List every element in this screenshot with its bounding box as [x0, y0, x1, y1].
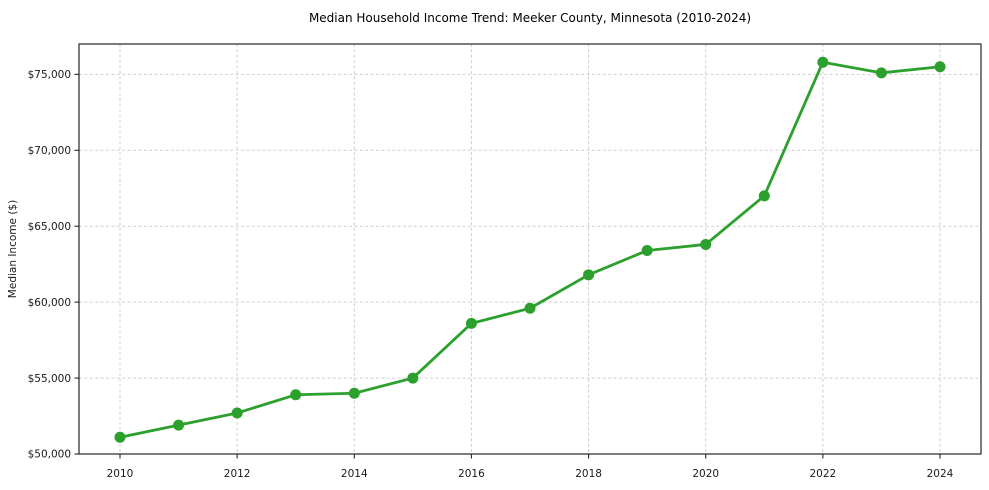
data-point-2016 [465, 317, 477, 329]
data-point-2018 [583, 269, 595, 281]
data-point-2019 [641, 245, 653, 257]
plot-border [78, 43, 982, 455]
data-point-2011 [173, 419, 185, 431]
x-tick-label: 2024 [927, 468, 954, 480]
y-tick-label: $75,000 [28, 69, 71, 81]
x-tick-label: 2018 [575, 468, 602, 480]
data-point-2023 [875, 67, 887, 79]
y-tick-label: $70,000 [28, 145, 71, 157]
y-tick-label: $60,000 [28, 297, 71, 309]
data-point-2021 [758, 190, 770, 202]
x-tick-label: 2020 [692, 468, 719, 480]
data-point-2017 [524, 302, 536, 314]
x-tick-label: 2022 [809, 468, 836, 480]
plot-area [79, 44, 981, 454]
data-point-2015 [407, 372, 419, 384]
chart-title: Median Household Income Trend: Meeker Co… [309, 11, 751, 25]
x-tick-label: 2012 [224, 468, 251, 480]
data-point-2013 [290, 389, 302, 401]
y-tick-label: $50,000 [28, 449, 71, 461]
x-tick-label: 2014 [341, 468, 368, 480]
x-tick-label: 2016 [458, 468, 485, 480]
y-axis-label: Median Income ($) [7, 200, 19, 298]
x-tick-label: 2010 [107, 468, 134, 480]
y-tick-label: $65,000 [28, 221, 71, 233]
data-point-2020 [700, 238, 712, 250]
data-point-2022 [817, 56, 829, 68]
data-point-2012 [231, 407, 243, 419]
data-point-2010 [114, 431, 126, 443]
y-tick-label: $55,000 [28, 373, 71, 385]
data-point-2014 [348, 387, 360, 399]
data-point-2024 [934, 61, 946, 73]
